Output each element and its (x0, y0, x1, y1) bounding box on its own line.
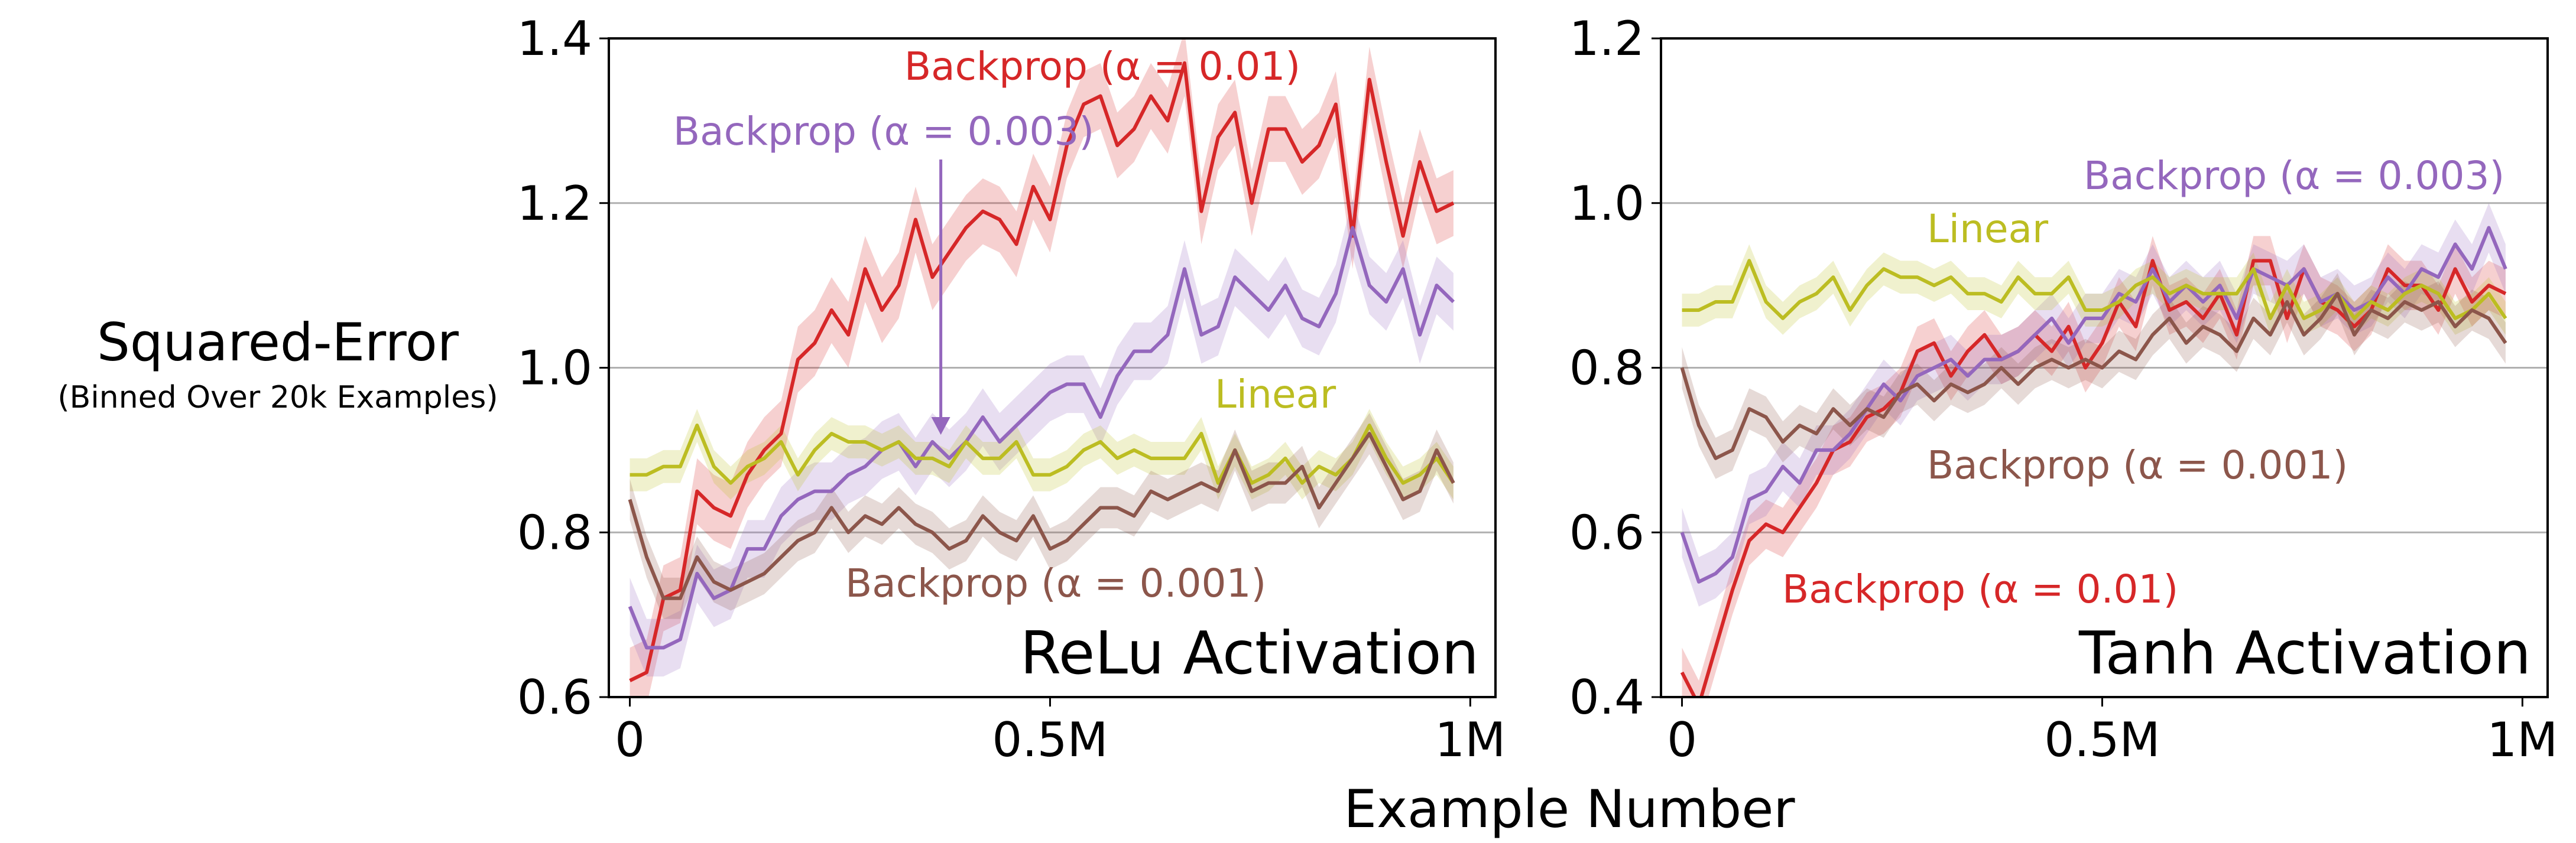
y-tick-label: 1.0 (1569, 176, 1644, 231)
series-line (630, 424, 1455, 485)
series-label: Backprop (α = 0.01) (904, 44, 1300, 89)
series-label: Backprop (α = 0.003) (673, 109, 1094, 154)
y-tick-label: 1.2 (517, 176, 592, 231)
y-axis-sublabel: (Binned Over 20k Examples) (57, 380, 498, 415)
series-label: Backprop (α = 0.003) (2084, 153, 2504, 198)
x-tick-label: 1M (1435, 712, 1506, 767)
y-tick-label: 1.2 (1569, 11, 1644, 66)
y-tick-label: 0.8 (517, 505, 592, 560)
x-tick-label: 0 (615, 712, 645, 767)
confidence-band (630, 38, 1454, 697)
tanh-panel: 0.4 0.6 0.8 1.0 1.2 0 0.5M 1M Backprop (α = 0.01… (1569, 11, 2558, 767)
x-tick-label: 0.5M (992, 712, 1108, 767)
series-label: Backprop (α = 0.001) (1927, 442, 2348, 488)
confidence-band (1682, 236, 2506, 697)
panel-title: ReLu Activation (1020, 619, 1479, 688)
annotation-arrowhead (931, 416, 950, 435)
y-tick-label: 0.4 (1569, 670, 1644, 725)
y-tick-label: 0.8 (1569, 341, 1644, 396)
x-tick-label: 0 (1667, 712, 1697, 767)
series-label: Linear (1215, 372, 1336, 417)
y-tick-label: 0.6 (517, 670, 592, 725)
series-label: Backprop (α = 0.001) (845, 561, 1266, 606)
y-tick-label: 0.6 (1569, 505, 1644, 560)
series-line (628, 432, 1455, 600)
relu-panel: 0.6 0.8 1.0 1.2 1.4 0 0.5M 1M Backprop (α = 0.01… (517, 11, 1506, 767)
y-tick-label: 1.4 (517, 11, 592, 66)
series-line (1680, 292, 2507, 460)
confidence-band (630, 413, 1454, 619)
axes-frame (1660, 37, 2549, 698)
y-tick-label: 1.0 (517, 341, 592, 396)
x-axis-label: Example Number (1344, 779, 1795, 839)
x-tick-label: 0.5M (2044, 712, 2160, 767)
axes-frame (608, 37, 1497, 698)
series-label: Linear (1927, 206, 2049, 252)
y-axis-label: Squared-Error (97, 312, 459, 373)
series-line (629, 61, 1455, 682)
confidence-band (1682, 203, 2506, 607)
series-label: Backprop (α = 0.01) (1782, 567, 2178, 612)
x-tick-label: 1M (2487, 712, 2558, 767)
series-line (1682, 259, 2507, 320)
series-line (628, 226, 1455, 650)
panel-title: Tanh Activation (2078, 619, 2531, 688)
